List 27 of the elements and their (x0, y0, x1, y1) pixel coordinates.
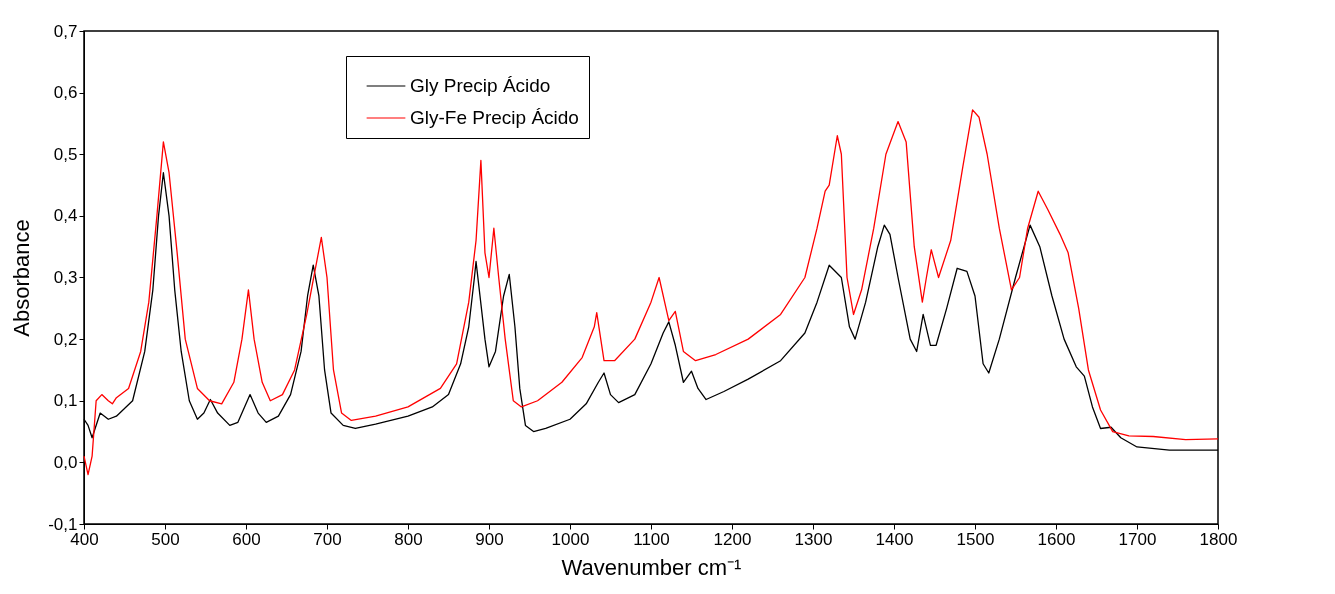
y-tick-label: 0,1 (53, 391, 78, 411)
y-tick-label: 0,5 (53, 144, 78, 164)
x-tick-label: 700 (313, 529, 342, 549)
x-tick-label: 1400 (875, 529, 914, 549)
y-axis-title: Absorbance (9, 219, 35, 337)
x-tick-label: 1500 (956, 529, 995, 549)
y-tick-label: 0,0 (53, 452, 78, 472)
legend-label: Gly Precip Ácido (410, 75, 551, 96)
x-tick-label: 500 (151, 529, 180, 549)
x-tick-label: 800 (394, 529, 423, 549)
x-tick-label: 1300 (794, 529, 833, 549)
x-tick-label: 600 (232, 529, 261, 549)
y-tick-label: 0,4 (53, 206, 78, 226)
y-tick-label: 0,7 (53, 21, 78, 41)
line-series (83, 109, 1219, 476)
y-tick-label: 0,3 (53, 268, 78, 287)
x-tick-label: 1200 (713, 529, 752, 549)
x-tick-label: 1100 (633, 529, 670, 549)
x-tick-label: 1600 (1037, 529, 1076, 549)
x-axis-title: Wavenumber cm⁻¹ (561, 554, 742, 580)
x-tick-label: 1700 (1118, 529, 1157, 549)
y-tick-label: 0,6 (53, 83, 78, 103)
x-tick-label: 1000 (551, 529, 590, 549)
y-tick-label: 0,2 (53, 329, 78, 349)
x-tick-label: 1800 (1199, 529, 1238, 549)
legend-label: Gly-Fe Precip Ácido (410, 107, 579, 128)
x-tick-label: 900 (475, 529, 504, 549)
